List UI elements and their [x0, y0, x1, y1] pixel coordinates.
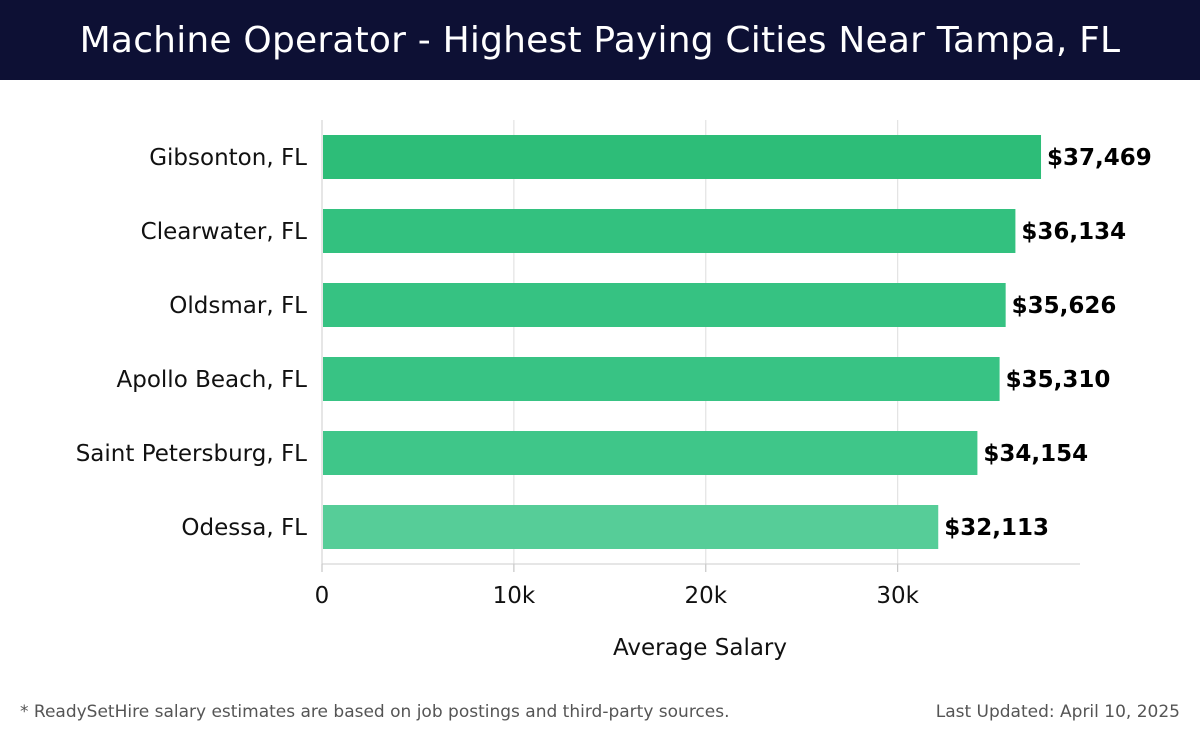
category-label: Gibsonton, FL — [149, 145, 307, 171]
bar — [323, 135, 1042, 179]
bar — [323, 357, 1000, 401]
x-axis-title: Average Salary — [613, 635, 787, 661]
x-tick-label: 0 — [315, 583, 330, 609]
bar — [323, 283, 1006, 327]
category-label: Oldsmar, FL — [169, 293, 307, 319]
value-label: $35,626 — [1012, 293, 1117, 319]
x-tick-label: 30k — [876, 583, 919, 609]
value-label: $34,154 — [983, 441, 1088, 467]
bar — [323, 209, 1016, 253]
x-tick-label: 10k — [493, 583, 536, 609]
axes: 0 10k 20k 30k Gibsonton, FL Clearwater, FL Old… — [76, 120, 1080, 609]
value-label: $35,310 — [1006, 367, 1111, 393]
value-label: $32,113 — [944, 515, 1049, 541]
bar — [323, 505, 939, 549]
category-label: Clearwater, FL — [141, 219, 308, 245]
category-label: Saint Petersburg, FL — [76, 441, 307, 467]
category-label: Apollo Beach, FL — [117, 367, 308, 393]
category-label: Odessa, FL — [181, 515, 307, 541]
bars: $37,469 $36,134 $35,626 $35,310 $34,154 $32,1… — [323, 135, 1152, 549]
grid-lines — [513, 120, 899, 564]
last-updated: Last Updated: April 10, 2025 — [935, 702, 1180, 722]
title-bar: Machine Operator - Highest Paying Cities… — [0, 0, 1200, 80]
value-label: $36,134 — [1021, 219, 1126, 245]
bar — [323, 431, 978, 475]
chart-title: Machine Operator - Highest Paying Cities… — [79, 19, 1121, 61]
value-label: $37,469 — [1047, 145, 1152, 171]
footnote: * ReadySetHire salary estimates are base… — [20, 702, 730, 722]
bar-chart: $37,469 $36,134 $35,626 $35,310 $34,154 $32,1… — [76, 120, 1152, 661]
x-tick-label: 20k — [685, 583, 728, 609]
